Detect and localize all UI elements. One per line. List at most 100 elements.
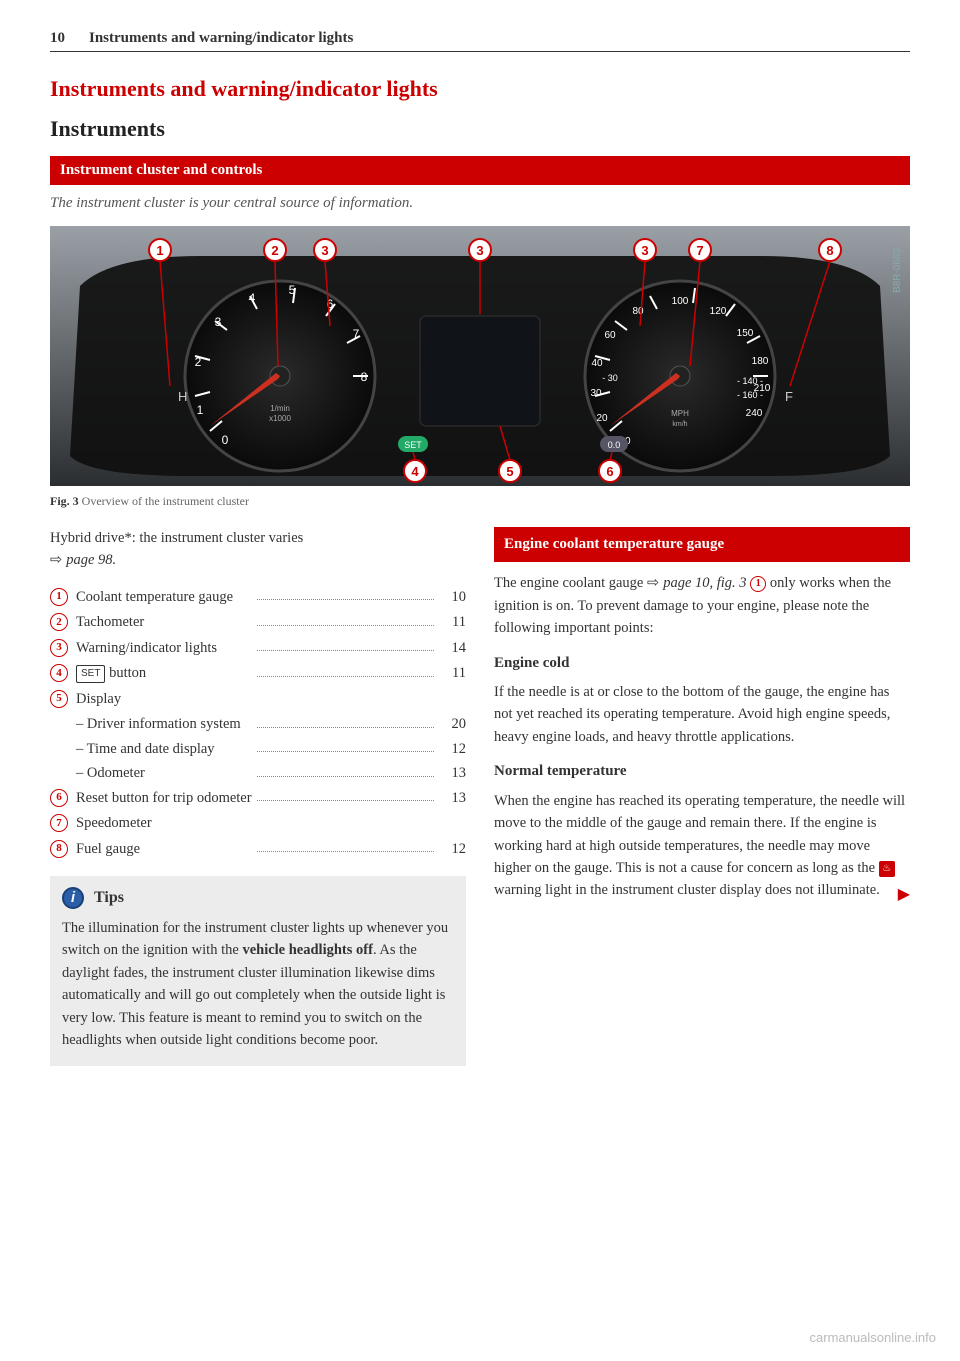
list-item: 2Tachometer11 — [50, 611, 466, 633]
coolant-intro-a: The engine coolant gauge — [494, 575, 647, 591]
coolant-warning-icon: ♨ — [879, 861, 895, 877]
item-line: Coolant temperature gauge 10 — [76, 586, 466, 608]
normal-temp-b: warning light in the instrument cluster … — [494, 882, 880, 898]
svg-text:2: 2 — [271, 243, 278, 258]
item-line: Display — [76, 688, 466, 710]
section-title: Instruments — [50, 116, 910, 142]
tips-bold-phrase: vehicle headlights off — [242, 942, 373, 958]
svg-text:1/min: 1/min — [270, 404, 290, 413]
normal-temp-a: When the engine has reached its operatin… — [494, 793, 905, 876]
svg-text:30: 30 — [590, 388, 602, 399]
heading-normal-temp: Normal temperature — [494, 760, 910, 783]
list-item: 6Reset button for trip odometer13 — [50, 787, 466, 809]
leader-dots — [257, 676, 434, 677]
right-column: Engine coolant temperature gauge The eng… — [494, 527, 910, 1066]
sub-item-label: – Time and date display — [76, 738, 253, 760]
svg-text:0: 0 — [222, 433, 229, 447]
svg-text:- 160 -: - 160 - — [737, 390, 763, 400]
item-label: Warning/indicator lights — [76, 637, 253, 659]
sub-item-label: – Odometer — [76, 762, 253, 784]
item-line: Fuel gauge 12 — [76, 838, 466, 860]
svg-text:SET: SET — [404, 440, 422, 450]
svg-text:3: 3 — [215, 315, 222, 329]
svg-text:180: 180 — [752, 356, 769, 367]
figure-code: B8R-0683 — [892, 248, 903, 293]
tips-title: Tips — [94, 886, 124, 911]
para-normal-temp: When the engine has reached its operatin… — [494, 790, 910, 902]
svg-text:150: 150 — [737, 328, 754, 339]
svg-text:5: 5 — [289, 283, 296, 297]
svg-text:x1000: x1000 — [269, 414, 291, 423]
sub-item: – Driver information system20 — [50, 713, 466, 735]
item-page-ref: 10 — [438, 586, 466, 608]
item-page-ref: 14 — [438, 637, 466, 659]
left-column: Hybrid drive*: the instrument cluster va… — [50, 527, 466, 1066]
leader-dots — [257, 650, 434, 651]
item-number-badge: 6 — [50, 789, 68, 807]
leader-dots — [257, 751, 434, 752]
svg-text:240: 240 — [746, 408, 763, 419]
sub-item-page-ref: 20 — [438, 713, 466, 735]
list-item: 4SET button11 — [50, 662, 466, 684]
item-number-badge: 7 — [50, 814, 68, 832]
svg-text:3: 3 — [476, 243, 483, 258]
leader-dots — [257, 599, 434, 600]
svg-text:8: 8 — [361, 370, 368, 384]
item-label: Coolant temperature gauge — [76, 586, 253, 608]
intro-text: The instrument cluster is your central s… — [50, 195, 910, 212]
item-page-ref: 13 — [438, 787, 466, 809]
svg-text:0.0: 0.0 — [608, 440, 621, 450]
sub-item-page-ref: 12 — [438, 738, 466, 760]
subsection-bar: Instrument cluster and controls — [50, 156, 910, 185]
figure-caption-text: Overview of the instrument cluster — [82, 494, 249, 508]
item-line: Warning/indicator lights 14 — [76, 637, 466, 659]
item-label: Fuel gauge — [76, 838, 253, 860]
coolant-intro: The engine coolant gauge ⇨ page 10, fig.… — [494, 572, 910, 639]
info-icon: i — [62, 887, 84, 909]
svg-text:4: 4 — [411, 464, 419, 479]
svg-text:MPH: MPH — [671, 409, 689, 418]
leader-dots — [257, 776, 434, 777]
watermark: carmanualsonline.info — [810, 1330, 936, 1345]
instrument-item-list: 1Coolant temperature gauge102Tachometer1… — [50, 586, 466, 860]
hybrid-note: Hybrid drive*: the instrument cluster va… — [50, 527, 466, 572]
svg-text:1: 1 — [197, 403, 204, 417]
item-number-badge: 8 — [50, 840, 68, 858]
chapter-title: Instruments and warning/indicator lights — [50, 76, 910, 102]
item-line: Tachometer11 — [76, 611, 466, 633]
list-item: 1Coolant temperature gauge10 — [50, 586, 466, 608]
svg-text:40: 40 — [591, 358, 603, 369]
tips-box: i Tips The illumination for the instrume… — [50, 876, 466, 1066]
svg-text:2: 2 — [195, 355, 202, 369]
heading-engine-cold: Engine cold — [494, 652, 910, 675]
svg-text:5: 5 — [506, 464, 513, 479]
svg-text:8: 8 — [826, 243, 833, 258]
item-page-ref: 12 — [438, 838, 466, 860]
set-button-icon: SET — [76, 665, 105, 683]
tips-header: i Tips — [62, 886, 454, 911]
svg-text:6: 6 — [606, 464, 613, 479]
figure-instrument-cluster: 0 1 2 3 4 5 6 7 8 1/min x1000 H — [50, 226, 910, 486]
svg-text:km/h: km/h — [672, 421, 687, 428]
item-page-ref: 11 — [438, 662, 466, 684]
item-label: Tachometer — [76, 611, 253, 633]
sub-item: – Time and date display 12 — [50, 738, 466, 760]
svg-text:100: 100 — [672, 296, 689, 307]
svg-text:3: 3 — [641, 243, 648, 258]
leader-dots — [257, 625, 434, 626]
svg-text:7: 7 — [353, 327, 360, 341]
item-number-badge: 4 — [50, 664, 68, 682]
list-item: 7Speedometer — [50, 812, 466, 834]
svg-text:120: 120 — [710, 306, 727, 317]
coolant-bar: Engine coolant temperature gauge — [494, 527, 910, 562]
list-item: 8 Fuel gauge 12 — [50, 838, 466, 860]
svg-text:- 140 -: - 140 - — [737, 376, 763, 386]
page-header: 10 Instruments and warning/indicator lig… — [50, 30, 910, 52]
svg-text:3: 3 — [321, 243, 328, 258]
leader-dots — [257, 851, 434, 852]
svg-text:1: 1 — [156, 243, 163, 258]
page-ref-arrow: ⇨ — [50, 552, 66, 568]
figure-caption: Fig. 3 Overview of the instrument cluste… — [50, 494, 910, 509]
page-ref-arrow: ⇨ — [647, 575, 663, 591]
svg-text:60: 60 — [604, 330, 616, 341]
